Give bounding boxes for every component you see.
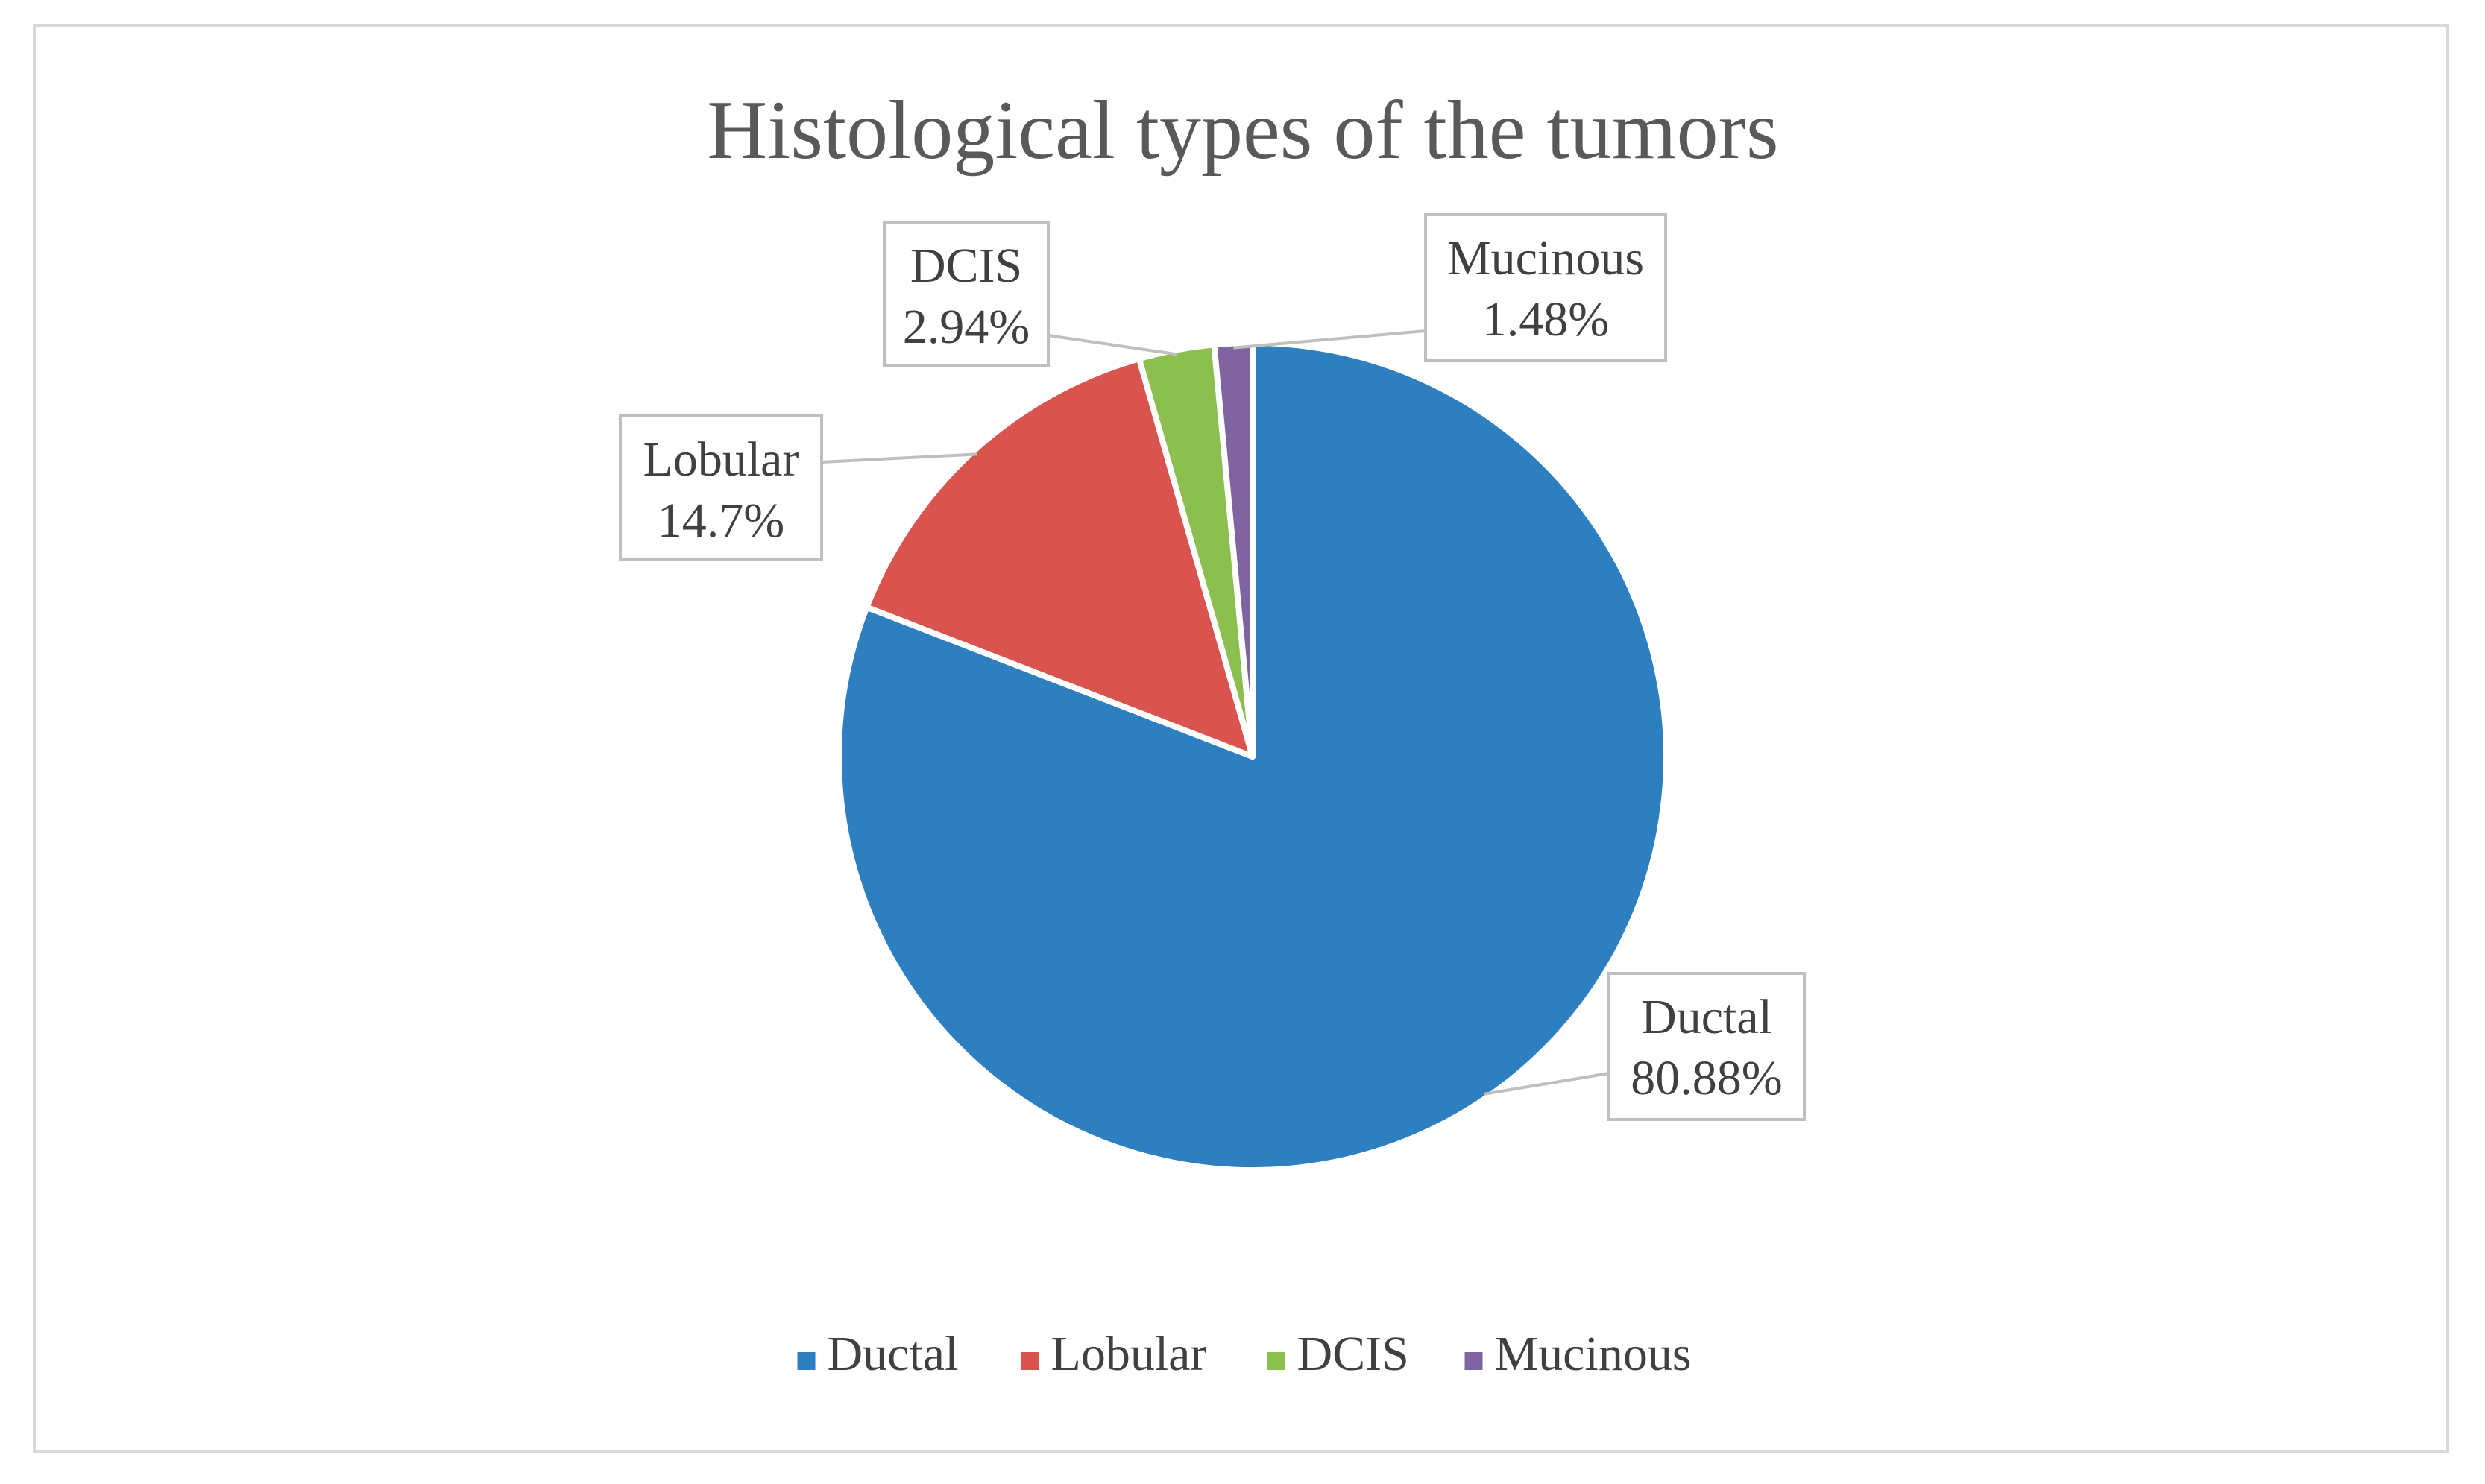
- data-label-callouts: Ductal 80.88% Lobular 14.7% DCIS 2.94% Mucinou…: [619, 213, 1806, 1121]
- callout-dcis: DCIS 2.94%: [883, 221, 1050, 367]
- leader-line-dcis: [1048, 334, 1178, 356]
- callout-category-dcis: DCIS: [910, 239, 1022, 293]
- legend-swatch-mucinous: [1464, 1352, 1483, 1370]
- legend-item-lobular: Lobular: [1021, 1327, 1207, 1381]
- chart-title: Histological types of the tumors: [707, 84, 1778, 177]
- pie-slices: [836, 340, 1669, 1173]
- callout-box-dcis: [883, 221, 1050, 367]
- callout-category-mucinous: Mucinous: [1447, 231, 1644, 285]
- callout-category-lobular: Lobular: [643, 432, 799, 487]
- legend-label-ductal: Ductal: [828, 1327, 959, 1381]
- legend-label-dcis: DCIS: [1297, 1327, 1409, 1381]
- callout-value-mucinous: 1.48%: [1482, 292, 1609, 347]
- legend-swatch-ductal: [797, 1352, 816, 1370]
- callout-lobular: Lobular 14.7%: [619, 414, 823, 561]
- legend-label-mucinous: Mucinous: [1495, 1327, 1692, 1381]
- leader-line-ductal: [1483, 1072, 1610, 1096]
- leader-line-lobular: [821, 452, 977, 464]
- callout-box-mucinous: [1424, 213, 1667, 362]
- callout-box-lobular: [619, 414, 823, 561]
- legend-label-lobular: Lobular: [1051, 1327, 1207, 1381]
- leader-lines: [821, 329, 1610, 1096]
- callout-value-dcis: 2.94%: [903, 300, 1030, 354]
- callout-value-ductal: 80.88%: [1631, 1051, 1782, 1105]
- legend-swatch-dcis: [1267, 1352, 1285, 1370]
- callout-category-ductal: Ductal: [1641, 990, 1772, 1044]
- callout-mucinous: Mucinous 1.48%: [1424, 213, 1667, 362]
- legend: Ductal Lobular DCIS Mucinous: [797, 1327, 1692, 1381]
- legend-item-ductal: Ductal: [797, 1327, 959, 1381]
- leader-line-mucinous: [1233, 329, 1426, 350]
- pie-slice-lobular: [863, 356, 1256, 760]
- pie-slice-mucinous: [1211, 340, 1256, 760]
- legend-swatch-lobular: [1021, 1352, 1039, 1370]
- callout-box-ductal: [1607, 972, 1806, 1121]
- callout-value-lobular: 14.7%: [658, 493, 784, 548]
- legend-item-mucinous: Mucinous: [1464, 1327, 1692, 1381]
- callout-ductal: Ductal 80.88%: [1607, 972, 1806, 1121]
- legend-item-dcis: DCIS: [1267, 1327, 1409, 1381]
